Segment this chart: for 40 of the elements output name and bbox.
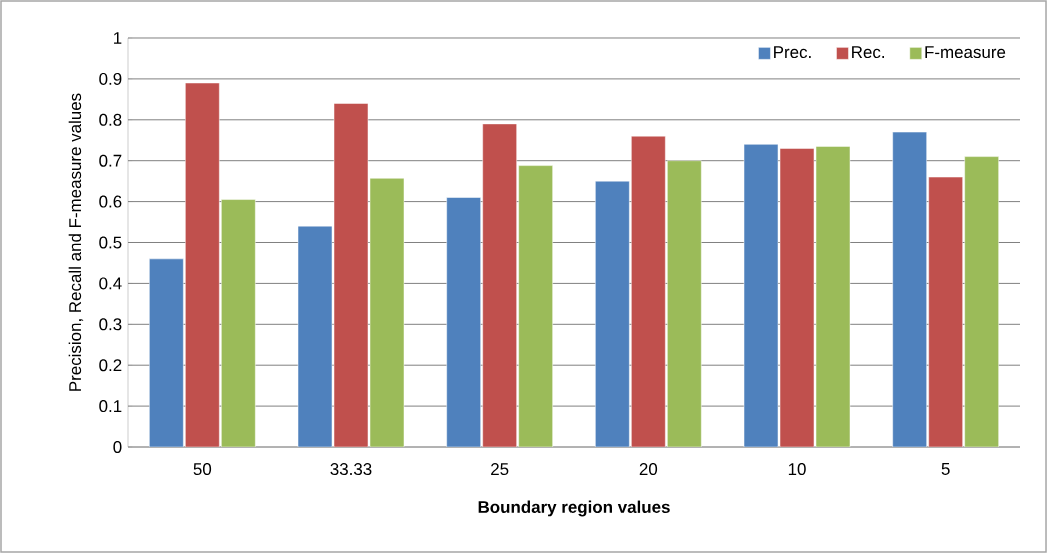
bar [964, 156, 999, 447]
bar [446, 197, 481, 447]
bar [631, 135, 666, 447]
x-tick-label: 33.33 [330, 463, 372, 476]
y-tick-label: 0.8 [99, 113, 122, 126]
bar [815, 146, 851, 447]
y-tick-label: 0.7 [99, 154, 122, 167]
bar [185, 82, 220, 447]
bar [369, 178, 405, 447]
x-tick-label: 50 [193, 463, 212, 476]
x-tick-label: 25 [491, 463, 509, 476]
bar [482, 123, 517, 447]
legend-label: Prec. [774, 46, 811, 59]
y-tick-label: 0.1 [99, 400, 122, 413]
y-tick-label: 0.4 [99, 277, 122, 290]
legend-label: Rec. [852, 46, 884, 59]
bar [595, 180, 630, 447]
bar [149, 258, 184, 447]
x-tick-label: 10 [788, 463, 806, 476]
bar [779, 148, 815, 447]
x-tick-label: 5 [941, 463, 950, 475]
y-tick-label: 1 [114, 32, 122, 44]
bar [928, 176, 963, 447]
y-tick-label: 0.5 [99, 236, 122, 249]
bar [892, 131, 927, 447]
y-tick-label: 0.6 [99, 195, 122, 208]
y-axis-title: Precision, Recall and F-measure values [68, 93, 84, 391]
bar [221, 199, 256, 447]
y-tick-label: 0.2 [99, 359, 122, 372]
bar [518, 165, 553, 447]
legend-label: F-measure [925, 46, 1006, 59]
bar [333, 103, 369, 447]
bar [667, 160, 702, 447]
x-tick-label: 20 [639, 463, 658, 476]
bar [743, 144, 779, 447]
bar [297, 225, 333, 447]
y-tick-label: 0.3 [99, 318, 122, 331]
y-tick-label: 0 [113, 441, 122, 453]
x-axis-title: Boundary region values [478, 500, 670, 517]
y-tick-label: 0.9 [99, 72, 122, 85]
